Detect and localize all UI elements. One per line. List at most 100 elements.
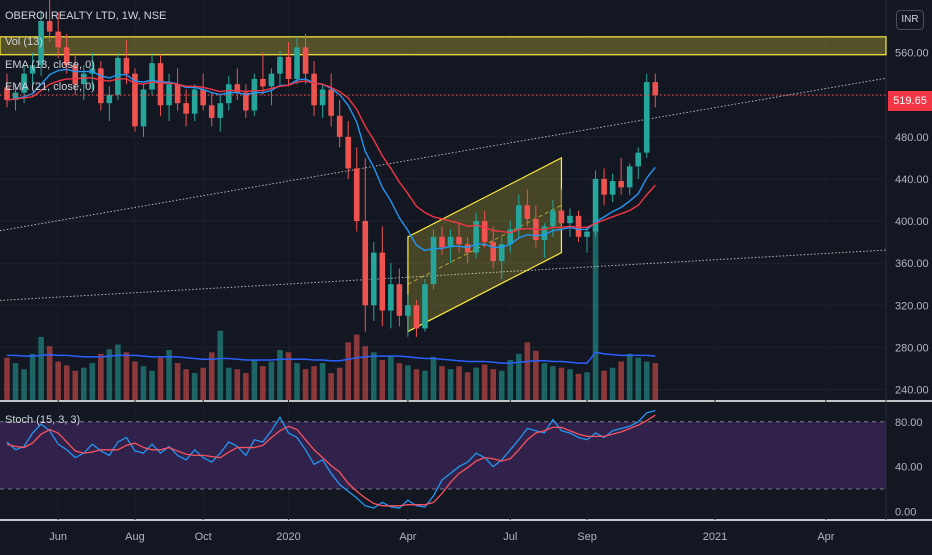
volume-bar	[260, 366, 266, 400]
candle-body	[652, 82, 659, 96]
volume-bar	[430, 356, 437, 400]
volume-bar	[456, 366, 462, 400]
last-price-label: 519.65	[888, 91, 932, 111]
volume-bar	[422, 370, 428, 400]
volume-bar	[388, 355, 394, 400]
ema21-indicator-label[interactable]: EMA (21, close, 0)	[5, 81, 95, 93]
volume-bar	[311, 366, 317, 400]
candle-body	[200, 89, 206, 106]
volume-bar	[609, 367, 616, 400]
candle-body	[140, 89, 147, 127]
volume-bar	[268, 361, 275, 400]
trendlines	[0, 77, 887, 301]
y-tick-label: 360.00	[895, 258, 929, 270]
y-tick-label: 400.00	[895, 216, 929, 228]
candle-body	[174, 84, 181, 104]
candle-body	[285, 56, 292, 79]
volume-bar	[123, 352, 130, 400]
volume-bar	[533, 350, 539, 400]
volume-bar	[29, 353, 36, 400]
x-tick-label: Sep	[577, 531, 597, 543]
stoch-indicator-label[interactable]: Stoch (15, 3, 3)	[5, 414, 81, 426]
volume-bar	[63, 365, 70, 400]
candle-body	[46, 21, 53, 32]
candle-body	[592, 178, 599, 232]
volume-bar	[21, 369, 27, 400]
volume-bar	[584, 372, 590, 400]
volume-bar	[302, 369, 309, 400]
volume-bar	[379, 360, 386, 400]
stoch-k-line	[6, 409, 656, 509]
candle-body	[98, 68, 104, 104]
volume-bar	[46, 346, 53, 400]
volume-bar	[541, 363, 548, 400]
candle-body	[558, 210, 565, 224]
volume-bar	[370, 352, 377, 400]
candle-body	[396, 284, 403, 316]
ema21-line	[6, 77, 656, 234]
volume-bar	[439, 366, 445, 400]
volume-bar	[490, 369, 497, 400]
stoch-band	[0, 421, 886, 489]
candle-body	[191, 89, 198, 114]
x-tick-label: Apr	[399, 531, 416, 543]
volume-bar	[592, 226, 599, 400]
volume-bar	[524, 342, 531, 400]
resistance-zone	[0, 36, 887, 56]
time-axis[interactable]: Jun Aug Oct 2020 Apr Jul Sep 2021 Apr	[49, 531, 834, 543]
y-tick-label: 280.00	[895, 342, 929, 354]
volume-bar	[251, 360, 258, 400]
volume-bar	[38, 336, 44, 400]
volume-bar	[345, 342, 351, 400]
volume-bar	[166, 350, 172, 400]
volume-bar	[183, 369, 189, 400]
volume-bar	[336, 367, 343, 400]
candle-body	[157, 63, 164, 106]
candle-body	[21, 73, 27, 93]
candle-body	[72, 65, 79, 85]
candle-body	[55, 31, 61, 48]
volume-bar	[12, 363, 19, 400]
volume-bar	[601, 370, 607, 400]
volume-bar	[567, 369, 573, 400]
stoch-d-line	[6, 414, 656, 507]
volume-bar	[550, 366, 556, 400]
candle-body	[217, 103, 224, 118]
candle-body	[260, 78, 266, 87]
volume-bar	[328, 373, 334, 400]
ema13-line	[6, 68, 656, 252]
x-tick-label: Apr	[817, 531, 834, 543]
stoch-tick-label: 0.00	[895, 506, 916, 518]
currency-badge[interactable]: INR	[896, 10, 924, 30]
candle-body	[609, 181, 616, 195]
volume-bar	[362, 346, 369, 400]
volume-bar	[319, 363, 326, 400]
candle-body	[123, 57, 130, 74]
volume-bar	[217, 330, 224, 400]
x-tick-label: Jun	[49, 531, 67, 543]
candle-body	[601, 178, 607, 195]
ema13-indicator-label[interactable]: EMA (13, close, 0)	[5, 59, 95, 71]
candle-body	[362, 221, 369, 306]
volume-bar	[89, 363, 96, 400]
volume-bar	[575, 373, 582, 400]
volume-bar	[191, 373, 198, 400]
candle-body	[38, 21, 44, 66]
candle-body	[132, 73, 138, 127]
volume-bar	[473, 367, 479, 400]
volume-indicator-label[interactable]: Vol (13)	[5, 36, 43, 48]
candle-body	[80, 73, 87, 85]
candle-body	[225, 84, 232, 104]
volume-bar	[174, 363, 181, 400]
candle-body	[370, 252, 377, 306]
candle-body	[277, 56, 283, 74]
volume-bar	[353, 334, 360, 400]
candle-body	[63, 47, 70, 66]
x-tick-label: 2021	[703, 531, 727, 543]
candle-body	[328, 89, 334, 116]
volume-bar	[115, 344, 121, 400]
x-tick-label: Jul	[503, 531, 517, 543]
ema-lines	[6, 68, 656, 252]
